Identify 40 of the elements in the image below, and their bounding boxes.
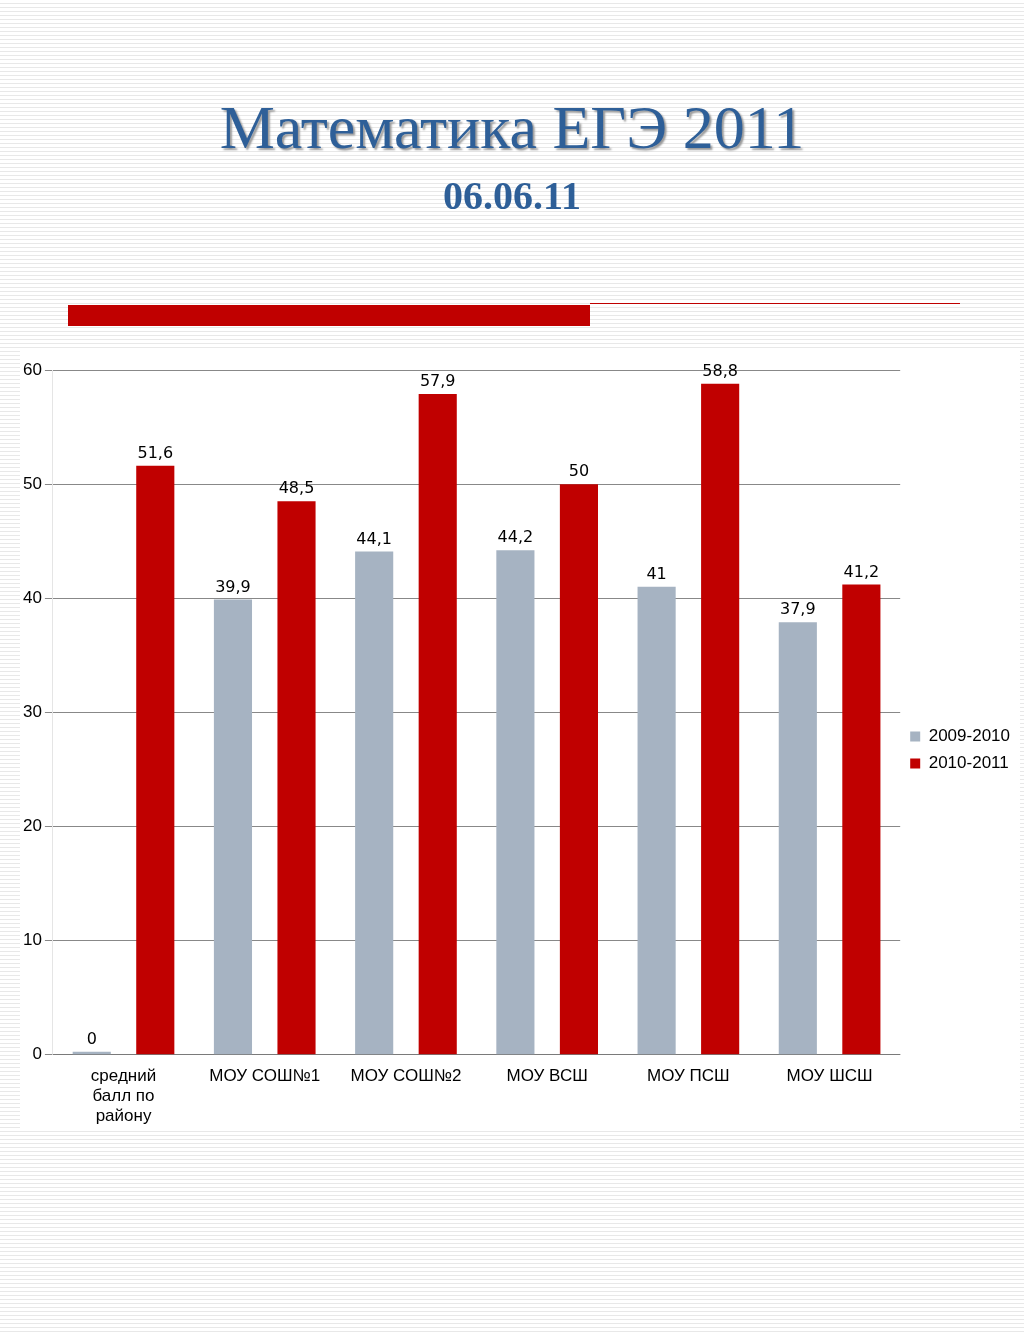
y-tick-label: 10 <box>22 930 42 950</box>
bar <box>355 551 394 1055</box>
bar <box>842 584 881 1055</box>
data-label: 57,9 <box>419 371 456 391</box>
data-label: 58,8 <box>702 360 738 380</box>
y-tick-label: 20 <box>22 816 42 836</box>
data-label: 41 <box>646 564 667 584</box>
x-tick-label: средний балл по району <box>90 1065 157 1126</box>
data-label: 37,9 <box>780 599 816 619</box>
bar <box>559 484 598 1055</box>
data-label: 41,2 <box>843 561 880 581</box>
y-tick-label: 30 <box>22 702 42 722</box>
data-label: 44,1 <box>356 528 392 548</box>
bar <box>637 586 676 1055</box>
y-tick-label: 0 <box>32 1044 42 1064</box>
chart-subtitle: 06.06.11 <box>442 172 582 219</box>
legend-label: 2010-2011 <box>928 753 1009 773</box>
data-label: 50 <box>568 461 590 481</box>
legend-label: 2009-2010 <box>928 726 1011 746</box>
x-tick-label: МОУ ШСШ <box>786 1065 873 1085</box>
bar <box>213 599 253 1055</box>
data-label: 51,6 <box>137 443 174 463</box>
bar <box>701 383 740 1055</box>
bar <box>496 550 535 1055</box>
bar <box>778 622 817 1055</box>
x-tick-label: МОУ ВСШ <box>506 1065 588 1085</box>
bar <box>277 501 316 1055</box>
y-tick-label: 60 <box>22 359 42 379</box>
bar <box>418 393 457 1055</box>
x-tick-label: МОУ ПСШ <box>647 1065 730 1085</box>
data-label: 0 <box>86 1028 97 1048</box>
x-tick-label: МОУ СОШ№2 <box>350 1065 462 1085</box>
data-label: 44,2 <box>497 527 534 547</box>
chart-title: Математика ЕГЭ 2011 <box>218 92 806 163</box>
bar <box>136 465 175 1055</box>
y-tick-label: 40 <box>22 587 42 607</box>
data-label: 48,5 <box>278 478 315 498</box>
y-tick-label: 50 <box>22 473 42 493</box>
x-tick-label: МОУ СОШ№1 <box>209 1065 321 1085</box>
data-label: 39,9 <box>215 576 251 596</box>
